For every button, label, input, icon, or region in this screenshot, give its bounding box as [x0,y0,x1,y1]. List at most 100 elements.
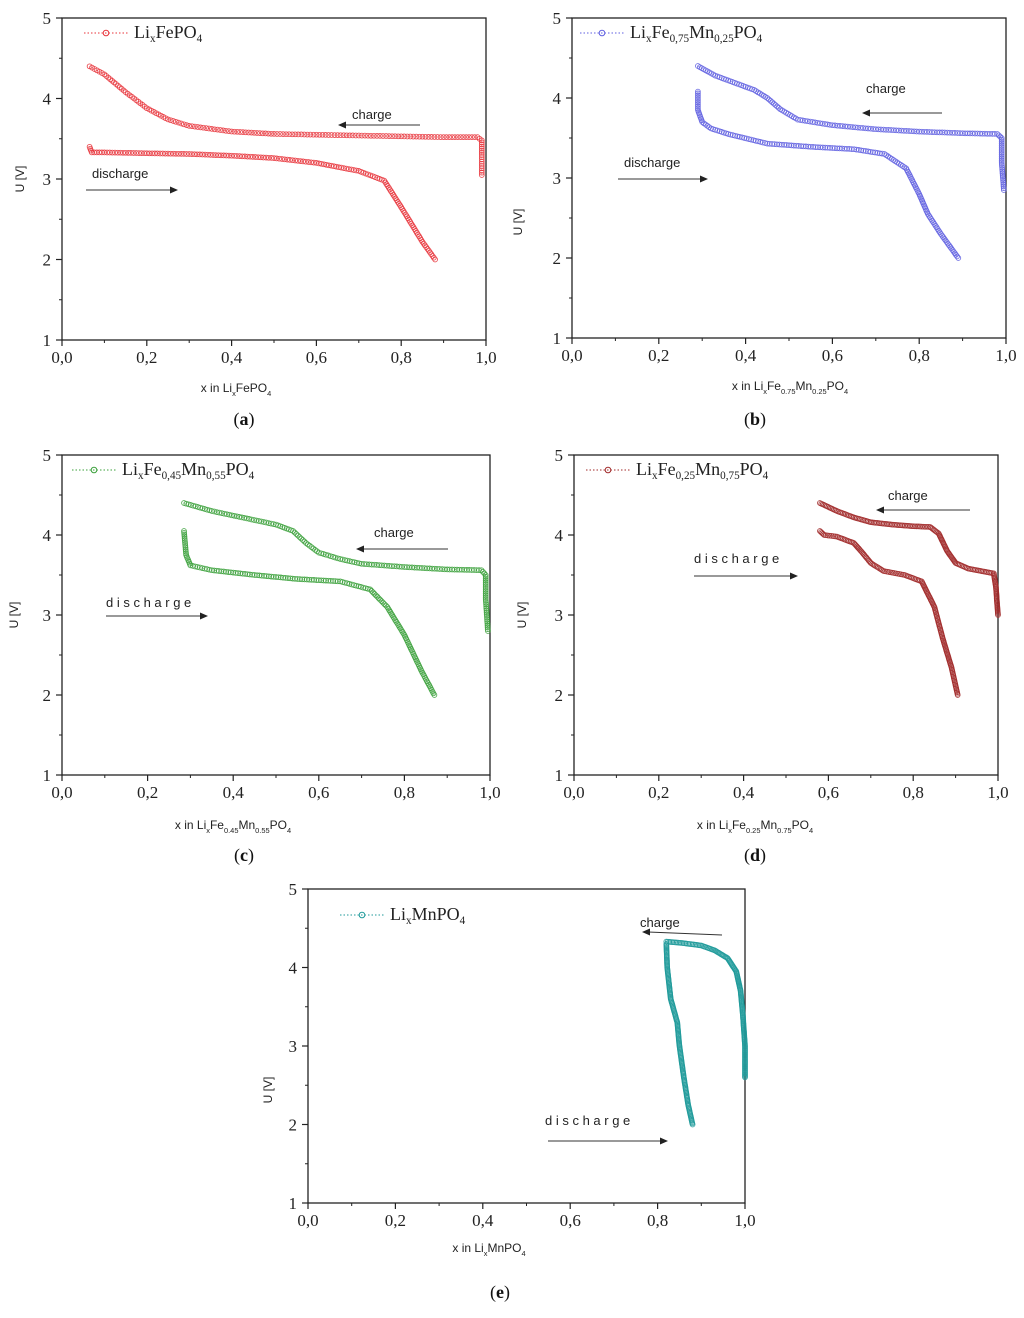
data-point [422,133,429,140]
data-point [365,132,371,139]
data-point [298,535,304,542]
data-point [186,151,193,157]
data-point [112,149,118,156]
data-point [291,529,298,536]
data-point [999,162,1005,169]
data-point [446,134,453,140]
text-part: FePO [156,22,197,42]
data-point [377,596,383,603]
paren-close: ) [248,845,254,866]
discharge-arrowhead [700,175,708,183]
text-part: Li [390,904,406,924]
data-point [410,133,417,140]
data-point [392,133,398,140]
data-point [877,566,884,573]
data-point [999,164,1005,171]
data-point [265,130,272,137]
data-point [136,150,142,156]
data-point [478,172,485,178]
y-tick-label: 3 [553,169,562,188]
data-point [358,132,365,139]
data-point [695,103,701,110]
legend: LixFe0,75Mn0,25PO4 [580,22,763,45]
x-tick-label: 1,0 [987,783,1008,802]
data-point [197,124,204,131]
charge-annotation: charge [374,525,414,540]
x-tick-label: 0,8 [903,783,924,802]
discharge-arrowhead [660,1137,668,1145]
data-point [695,88,701,95]
data-point [210,152,216,158]
x-tick-label: 0,2 [136,348,157,367]
data-point [340,132,347,139]
data-point [695,94,701,100]
data-point [1000,179,1007,186]
data-point [484,620,491,627]
discharge-annotation: d i s c h a r g e [694,551,779,566]
data-point [998,148,1005,154]
data-point [764,95,771,101]
data-point [443,134,450,140]
paren-close: ) [504,1282,510,1303]
x-tick-label: 0,6 [308,783,329,802]
data-point [165,150,171,157]
subscript: 0,25 [676,470,696,482]
data-point [482,575,489,582]
x-tick-label: 0,8 [391,348,412,367]
data-point [483,603,490,610]
data-point [170,118,177,124]
data-point [480,568,486,575]
data-point [371,132,377,139]
charge-annotation: charge [866,81,906,96]
data-point [284,156,291,163]
data-point [225,128,232,134]
panel-letter: e [496,1282,504,1302]
data-point [231,128,238,135]
text-part: Mn [795,379,812,393]
charge-annotation: charge [352,107,392,122]
y-axis-label: U [V] [7,602,21,629]
data-point [122,149,129,156]
text-part: Mn [181,459,206,479]
y-tick-label: 3 [289,1037,298,1056]
legend-marker [102,29,110,37]
data-point [404,133,411,140]
data-point [297,158,304,164]
data-point [413,133,420,140]
data-point [181,533,188,540]
data-point [998,144,1005,151]
subscript: 0.55 [255,826,269,835]
data-point [484,616,490,623]
data-point [998,157,1005,164]
data-point [114,149,121,156]
data-point [223,127,229,134]
data-point [265,154,272,161]
data-point [199,151,206,158]
x-axis-label: x in LixFe0.25Mn0.75PO4 [697,818,813,835]
text-part: PO [270,818,287,832]
data-point [292,157,299,164]
text-part: PO [740,459,763,479]
subscript: x [232,389,236,398]
subscript: 0.25 [812,387,826,396]
data-point [252,154,259,160]
charge-arrowhead [862,109,870,117]
x-tick-label: 0,6 [560,1211,581,1230]
text-part: Li [134,22,150,42]
y-tick-label: 5 [43,9,52,28]
data-point [125,150,132,156]
data-point [244,153,251,160]
subscript: 0,25 [714,33,734,45]
data-point [106,149,113,156]
data-point [295,131,302,138]
data-point [416,133,423,140]
data-point [478,169,485,176]
data-point [482,585,489,591]
legend-marker [604,466,612,474]
data-point [371,590,378,597]
charge-series [695,63,1007,193]
data-point [260,154,267,161]
data-point [182,541,188,547]
charge-series-line [819,502,999,616]
discharge-arrowhead [200,612,208,620]
